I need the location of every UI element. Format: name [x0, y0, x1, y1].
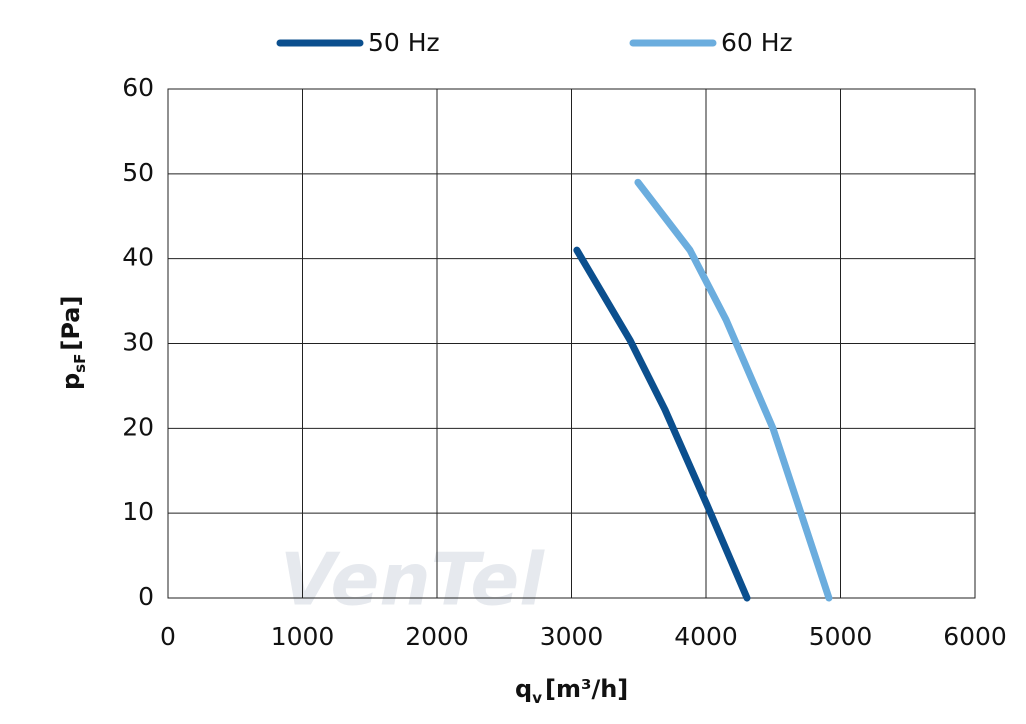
x-label-symbol: q	[515, 675, 532, 703]
watermark: VenTel	[280, 538, 545, 622]
x-tick-label: 4000	[674, 622, 738, 651]
y-tick-label: 20	[122, 412, 154, 441]
x-label-unit: [m³/h]	[545, 675, 628, 703]
y-tick-label: 50	[122, 158, 154, 187]
y-tick-label: 60	[122, 73, 154, 102]
y-tick-label: 30	[122, 328, 154, 357]
x-axis-label: qv [m³/h]	[515, 675, 628, 707]
y-tick-label: 0	[138, 582, 154, 611]
y-tick-label: 10	[122, 497, 154, 526]
y-tick-label: 40	[122, 243, 154, 272]
x-tick-label: 3000	[540, 622, 604, 651]
y-label-symbol: p	[57, 373, 85, 390]
y-axis-label: psF [Pa]	[57, 296, 89, 390]
x-tick-label: 6000	[943, 622, 1007, 651]
legend-label: 50 Hz	[368, 28, 440, 57]
x-label-subscript: v	[532, 689, 542, 707]
y-label-subscript: sF	[71, 354, 89, 373]
legend-label: 60 Hz	[721, 28, 793, 57]
x-tick-label: 5000	[809, 622, 873, 651]
y-label-unit: [Pa]	[57, 296, 85, 351]
plot-frame	[167, 88, 976, 599]
x-tick-label: 2000	[405, 622, 469, 651]
line-series	[634, 178, 833, 602]
line-series	[573, 246, 751, 602]
x-tick-label: 0	[160, 622, 176, 651]
x-tick-label: 1000	[271, 622, 335, 651]
